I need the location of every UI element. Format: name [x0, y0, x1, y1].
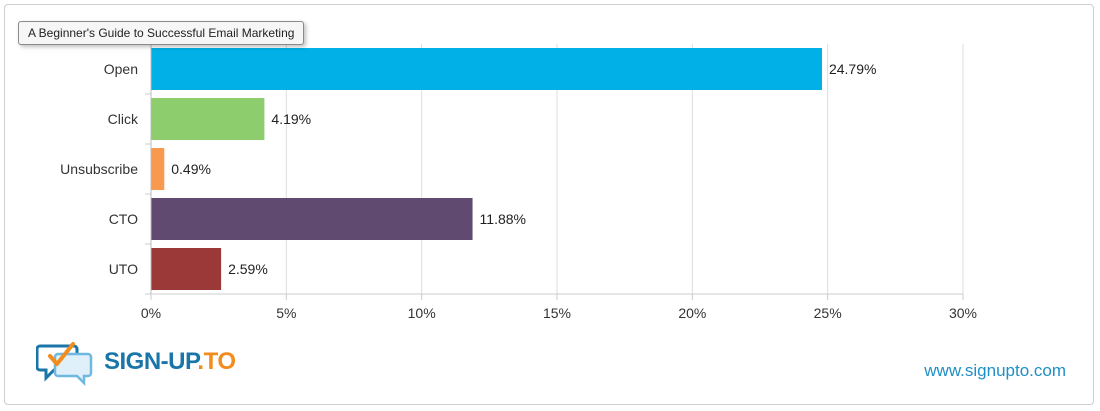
bars: [151, 48, 822, 290]
data-label: 11.88%: [480, 211, 526, 227]
bar-uto[interactable]: [151, 248, 222, 290]
chart-frame: [4, 4, 1094, 405]
x-tick-label: 0%: [141, 305, 161, 321]
bar-click[interactable]: [151, 98, 265, 140]
logo-text-main: SIGN-UP: [104, 348, 198, 375]
chat-bubble-checkmark-icon: [35, 342, 93, 387]
logo-text-accent: .TO: [197, 348, 236, 375]
bar-open[interactable]: [151, 48, 822, 90]
data-label: 2.59%: [228, 261, 268, 277]
bar-unsubscribe[interactable]: [151, 148, 165, 190]
logo-text: SIGN-UP.TO: [104, 348, 236, 376]
data-label: 24.79%: [829, 61, 876, 77]
x-tick-label: 5%: [276, 305, 296, 321]
bar-cto[interactable]: [151, 198, 473, 240]
category-label: UTO: [109, 261, 138, 277]
category-label: CTO: [109, 211, 138, 227]
x-tick-label: 25%: [814, 305, 842, 321]
sign-up-to-logo[interactable]: SIGN-UP.TO: [35, 340, 256, 388]
category-label: Click: [108, 111, 139, 127]
labels: 0% 5% 10% 15% 20% 25% 30% Open 24.79% Click 4.19% U…: [60, 61, 977, 321]
website-link[interactable]: www.signupto.com: [924, 361, 1066, 380]
tooltip: A Beginner's Guide to Successful Email M…: [18, 21, 305, 45]
data-label: 4.19%: [271, 111, 311, 127]
x-tick-label: 30%: [949, 305, 977, 321]
category-label: Open: [104, 61, 138, 77]
category-label: Unsubscribe: [60, 161, 138, 177]
data-label: 0.49%: [171, 161, 211, 177]
x-tick-label: 10%: [408, 305, 436, 321]
x-tick-label: 20%: [678, 305, 706, 321]
x-tick-label: 15%: [543, 305, 571, 321]
